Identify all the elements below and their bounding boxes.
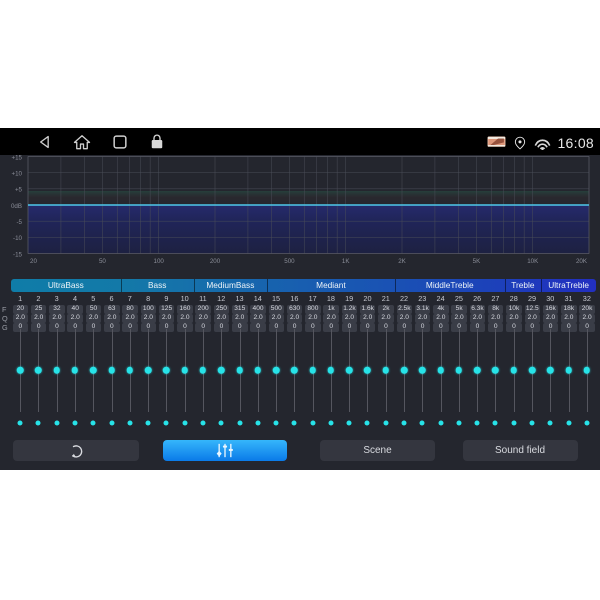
svg-text:20K: 20K [576, 258, 588, 265]
svg-text:0dB: 0dB [11, 203, 22, 210]
svg-text:10K: 10K [527, 258, 539, 265]
svg-text:2K: 2K [398, 258, 406, 265]
svg-text:+5: +5 [15, 187, 23, 194]
svg-text:20: 20 [30, 258, 37, 265]
svg-text:5K: 5K [473, 258, 481, 265]
svg-text:-5: -5 [16, 219, 22, 226]
svg-text:500: 500 [284, 258, 295, 265]
svg-text:+10: +10 [12, 170, 23, 177]
svg-text:200: 200 [210, 258, 221, 265]
svg-text:-15: -15 [13, 251, 23, 258]
svg-text:+15: +15 [12, 155, 23, 161]
svg-text:50: 50 [99, 258, 106, 265]
svg-text:1K: 1K [342, 258, 350, 265]
svg-text:-10: -10 [13, 235, 23, 242]
svg-text:100: 100 [154, 258, 165, 265]
